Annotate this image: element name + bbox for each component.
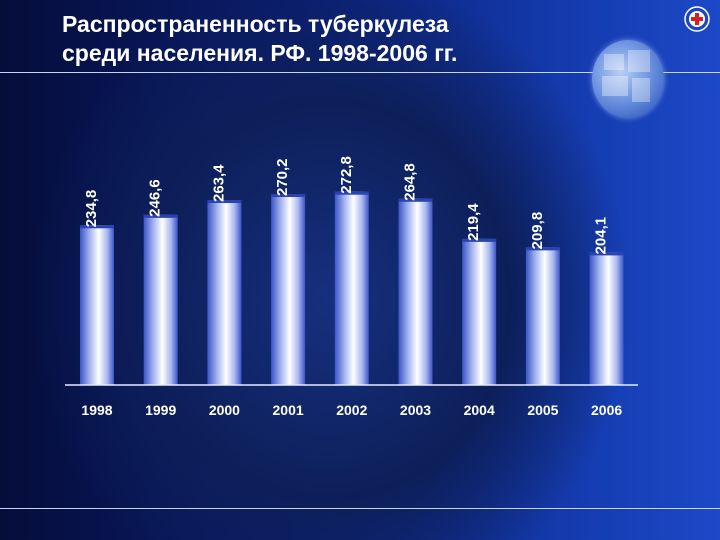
footer-divider	[0, 508, 720, 509]
title-line-2: среди населения. РФ. 1998-2006 гг.	[62, 40, 458, 66]
bar-cap-2003	[398, 198, 433, 202]
medical-photo-icon	[592, 40, 664, 118]
category-label-2000: 2000	[209, 402, 240, 418]
bar-2005	[525, 247, 560, 385]
bars-group	[80, 191, 624, 385]
category-label-2006: 2006	[591, 402, 622, 418]
category-label-2005: 2005	[527, 402, 558, 418]
value-label-2005: 209,8	[529, 212, 546, 250]
bar-1999	[143, 214, 178, 385]
value-label-1998: 234,8	[83, 190, 100, 228]
labels-group: 234,8 1998 246,6 1999 263,4 2000 270,2 2001 272,…	[81, 156, 622, 418]
title-line-1: Распространенность туберкулеза	[62, 11, 449, 37]
value-label-2000: 263,4	[210, 164, 227, 202]
page-title: Распространенность туберкулеза среди нас…	[62, 10, 622, 68]
bar-2004	[462, 238, 497, 385]
value-label-2006: 204,1	[593, 217, 610, 255]
value-label-2001: 270,2	[274, 158, 291, 196]
bar-cap-1999	[143, 214, 178, 218]
category-label-1998: 1998	[81, 402, 112, 418]
value-label-2002: 272,8	[338, 156, 355, 194]
bar-2000	[207, 200, 242, 385]
bar-2001	[271, 194, 306, 385]
bar-cap-2006	[589, 252, 624, 256]
value-label-2004: 219,4	[465, 203, 482, 241]
bar-cap-2005	[525, 247, 560, 251]
bar-cap-2004	[462, 238, 497, 242]
category-label-2001: 2001	[273, 402, 304, 418]
value-label-2003: 264,8	[402, 163, 419, 201]
category-label-2004: 2004	[464, 402, 495, 418]
value-label-1999: 246,6	[147, 179, 164, 217]
category-label-2003: 2003	[400, 402, 431, 418]
medical-cross-logo-icon	[684, 6, 710, 32]
bar-2002	[334, 191, 369, 385]
title-divider	[0, 72, 720, 73]
bar-1998	[80, 225, 114, 385]
bar-cap-2001	[271, 194, 306, 198]
bar-cap-1998	[80, 225, 114, 229]
category-label-2002: 2002	[336, 402, 367, 418]
bar-2006	[589, 252, 624, 385]
bar-cap-2002	[334, 191, 369, 195]
bar-cap-2000	[207, 200, 242, 204]
bar-2003	[398, 198, 433, 385]
category-label-1999: 1999	[145, 402, 176, 418]
